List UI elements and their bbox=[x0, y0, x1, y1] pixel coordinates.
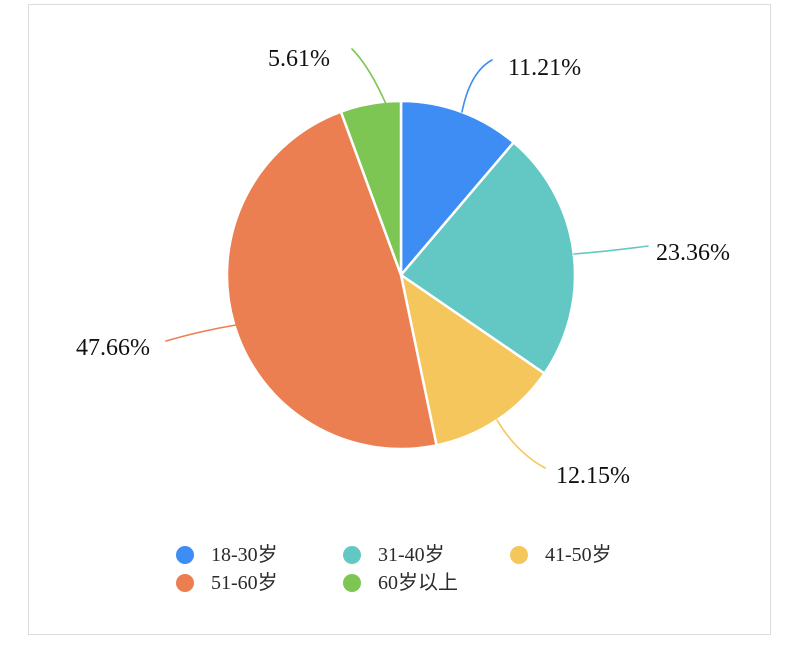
legend-label: 41-50岁 bbox=[545, 544, 612, 566]
legend-marker-circle bbox=[343, 574, 361, 592]
leader-line-2 bbox=[496, 419, 546, 469]
legend-item-0[interactable]: 18-30岁 bbox=[176, 544, 343, 566]
legend-label: 18-30岁 bbox=[211, 544, 278, 566]
chart-legend: 18-30岁 31-40岁 41-50岁 51-60岁 60岁以上 bbox=[176, 544, 700, 594]
leader-line-4 bbox=[351, 48, 387, 105]
legend-item-1[interactable]: 31-40岁 bbox=[343, 544, 510, 566]
legend-label: 51-60岁 bbox=[211, 572, 278, 594]
legend-item-3[interactable]: 51-60岁 bbox=[176, 572, 343, 594]
legend-label: 31-40岁 bbox=[378, 544, 445, 566]
pie-slice-4[interactable] bbox=[339, 99, 403, 277]
pie-percent-label-31-40: 23.36% bbox=[656, 240, 730, 266]
legend-item-4[interactable]: 60岁以上 bbox=[343, 572, 510, 594]
pie-slice-1[interactable] bbox=[399, 141, 577, 375]
leader-line-3 bbox=[165, 324, 237, 342]
legend-marker-circle bbox=[343, 546, 361, 564]
pie-percent-label-41-50: 12.15% bbox=[556, 463, 630, 489]
legend-marker-circle bbox=[176, 574, 194, 592]
pie-slice-0[interactable] bbox=[399, 99, 515, 277]
legend-label: 60岁以上 bbox=[378, 572, 458, 594]
leader-line-0 bbox=[461, 59, 493, 113]
pie-percent-label-60plus: 5.61% bbox=[268, 46, 330, 72]
legend-marker-circle bbox=[510, 546, 528, 564]
pie-slice-3[interactable] bbox=[225, 110, 438, 451]
pie-percent-label-18-30: 11.21% bbox=[508, 55, 582, 81]
pie-percent-label-51-60: 47.66% bbox=[76, 335, 150, 361]
legend-item-2[interactable]: 41-50岁 bbox=[510, 544, 700, 566]
legend-marker-circle bbox=[176, 546, 194, 564]
leader-line-1 bbox=[573, 245, 649, 255]
